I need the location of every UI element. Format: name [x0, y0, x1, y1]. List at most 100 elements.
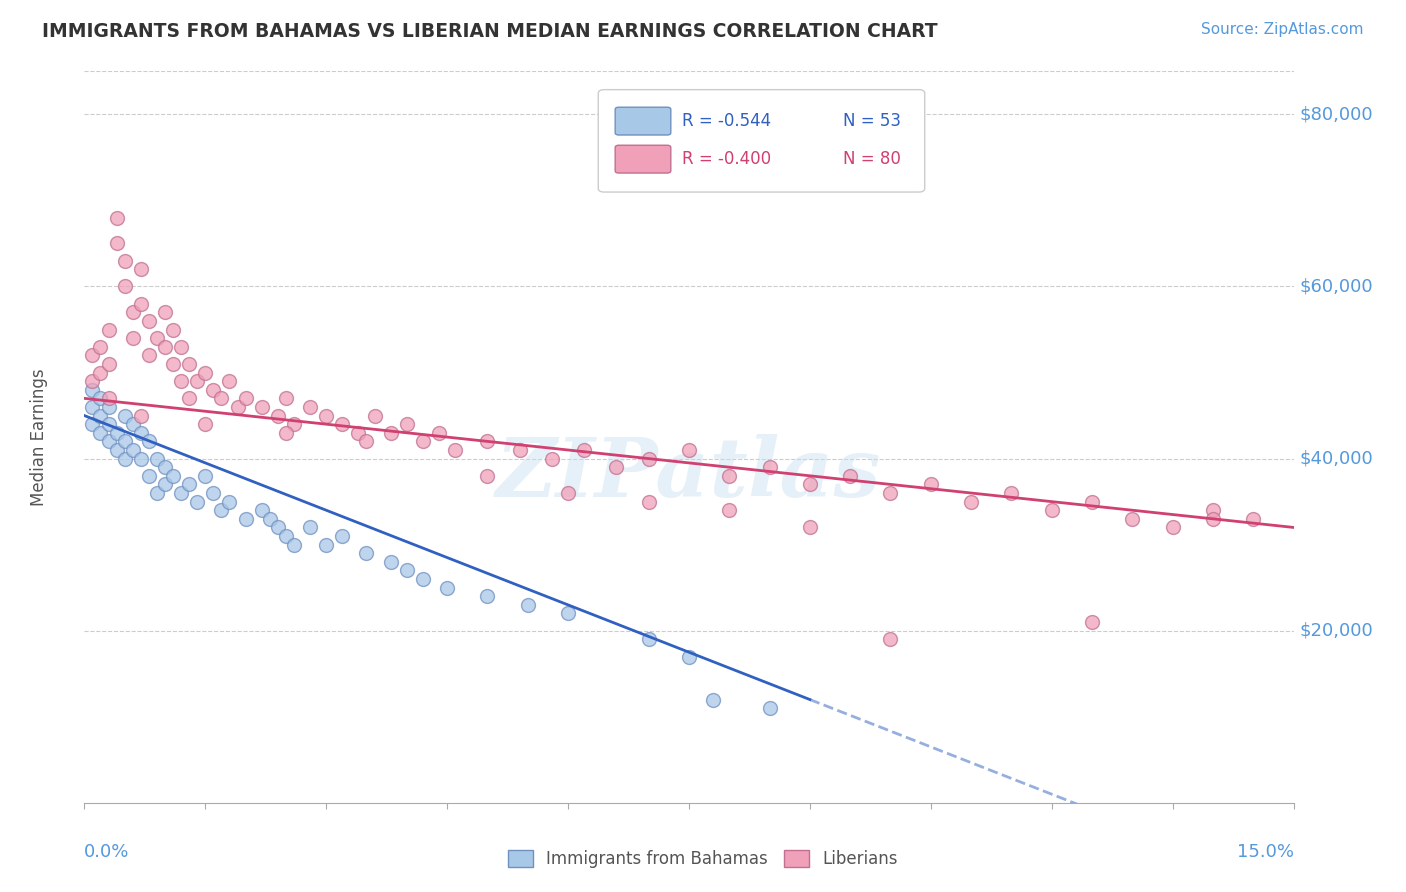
Point [758, 701, 780, 715]
Point [718, 503, 741, 517]
Point [114, 279, 136, 293]
Point [89, 366, 111, 380]
Point [436, 581, 458, 595]
Text: R = -0.544: R = -0.544 [682, 112, 770, 130]
Point [235, 512, 257, 526]
Point [1000, 486, 1022, 500]
Point [267, 409, 290, 423]
Text: ZIPatlas: ZIPatlas [496, 434, 882, 514]
Point [194, 417, 217, 432]
Text: 15.0%: 15.0% [1236, 843, 1294, 861]
Point [718, 468, 741, 483]
Point [330, 417, 353, 432]
Point [162, 468, 184, 483]
Text: N = 80: N = 80 [842, 150, 900, 168]
Point [138, 468, 160, 483]
Point [557, 607, 579, 621]
Text: $40,000: $40,000 [1299, 450, 1374, 467]
FancyBboxPatch shape [599, 90, 925, 192]
Point [194, 468, 217, 483]
Point [509, 442, 531, 457]
Point [138, 314, 160, 328]
Point [105, 442, 128, 457]
Point [259, 512, 281, 526]
Point [170, 486, 193, 500]
Point [299, 400, 322, 414]
Point [209, 392, 232, 406]
Point [146, 331, 169, 345]
Text: 0.0%: 0.0% [84, 843, 129, 861]
Point [162, 322, 184, 336]
Point [114, 451, 136, 466]
Point [1161, 520, 1184, 534]
Point [89, 392, 111, 406]
Text: $20,000: $20,000 [1299, 622, 1374, 640]
Point [702, 692, 724, 706]
Text: R = -0.400: R = -0.400 [682, 150, 770, 168]
Point [218, 494, 240, 508]
Point [82, 400, 104, 414]
Point [89, 425, 111, 440]
Text: $80,000: $80,000 [1299, 105, 1374, 123]
Point [839, 468, 862, 483]
Point [412, 434, 434, 449]
Point [637, 494, 659, 508]
Point [170, 340, 193, 354]
Point [1081, 615, 1104, 629]
Point [97, 434, 120, 449]
Point [363, 409, 385, 423]
Point [218, 374, 240, 388]
Point [678, 442, 700, 457]
Point [153, 460, 176, 475]
Point [153, 340, 176, 354]
Point [347, 425, 370, 440]
Point [1202, 503, 1225, 517]
Point [114, 253, 136, 268]
Point [82, 417, 104, 432]
Point [226, 400, 249, 414]
Point [121, 442, 143, 457]
Point [105, 211, 128, 225]
Legend: Immigrants from Bahamas, Liberians: Immigrants from Bahamas, Liberians [501, 843, 905, 875]
Point [1081, 494, 1104, 508]
Point [283, 538, 305, 552]
Point [162, 357, 184, 371]
Point [146, 486, 169, 500]
Point [82, 383, 104, 397]
Point [395, 564, 418, 578]
Point [283, 417, 305, 432]
Point [605, 460, 627, 475]
Point [153, 477, 176, 491]
Point [678, 649, 700, 664]
Point [274, 529, 297, 543]
Point [186, 374, 208, 388]
Point [97, 357, 120, 371]
Point [477, 589, 499, 603]
Point [105, 425, 128, 440]
Point [138, 434, 160, 449]
Point [267, 520, 290, 534]
Point [299, 520, 322, 534]
Point [97, 417, 120, 432]
Point [637, 451, 659, 466]
Point [89, 409, 111, 423]
Point [170, 374, 193, 388]
Point [274, 425, 297, 440]
Point [82, 348, 104, 362]
Text: Source: ZipAtlas.com: Source: ZipAtlas.com [1201, 22, 1364, 37]
Point [427, 425, 450, 440]
Point [97, 322, 120, 336]
Point [129, 409, 152, 423]
Point [758, 460, 780, 475]
Point [121, 417, 143, 432]
Point [315, 538, 337, 552]
Point [799, 477, 821, 491]
Point [879, 632, 901, 647]
Point [250, 503, 273, 517]
Point [380, 555, 402, 569]
Point [129, 425, 152, 440]
Point [412, 572, 434, 586]
Point [179, 392, 201, 406]
Point [356, 546, 378, 560]
Point [186, 494, 208, 508]
